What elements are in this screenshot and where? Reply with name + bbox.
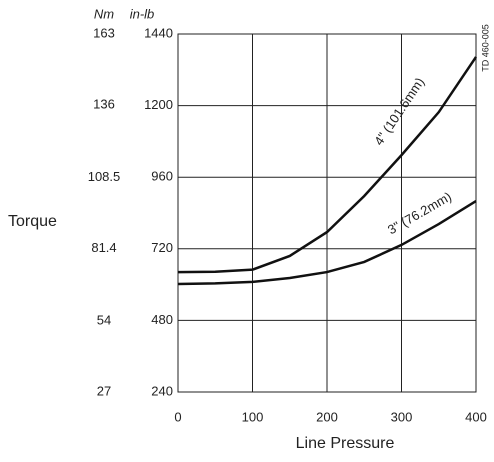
y2-tick-label: 136 <box>93 97 115 112</box>
y-tick-label: 960 <box>151 169 173 184</box>
y-axis-label: Torque <box>8 213 57 230</box>
x-tick-label: 400 <box>465 409 487 424</box>
series-line <box>177 56 478 274</box>
annotation: TD 460-005 <box>480 24 490 72</box>
y-tick-label: 480 <box>151 312 173 327</box>
y-tick-label: 1200 <box>144 97 173 112</box>
y2-tick-label: 108.5 <box>88 169 121 184</box>
y-tick-label: 720 <box>151 240 173 255</box>
y2-tick-label: 27 <box>97 383 111 398</box>
y-tick-label: 240 <box>151 383 173 398</box>
y-tick-label: 1440 <box>144 25 173 40</box>
y2-axis-header: Nm <box>94 6 114 21</box>
y-axis-header: in-lb <box>130 6 155 21</box>
x-tick-label: 300 <box>391 409 413 424</box>
y2-tick-label: 54 <box>97 312 111 327</box>
y2-tick-label: 163 <box>93 25 115 40</box>
y2-tick-label: 81.4 <box>91 240 116 255</box>
series-label: 3" (76.2mm) <box>385 189 454 238</box>
x-axis-label: Line Pressure <box>296 435 395 452</box>
x-tick-label: 100 <box>242 409 264 424</box>
x-tick-label: 200 <box>316 409 338 424</box>
x-tick-label: 0 <box>174 409 181 424</box>
series-line <box>177 200 477 286</box>
